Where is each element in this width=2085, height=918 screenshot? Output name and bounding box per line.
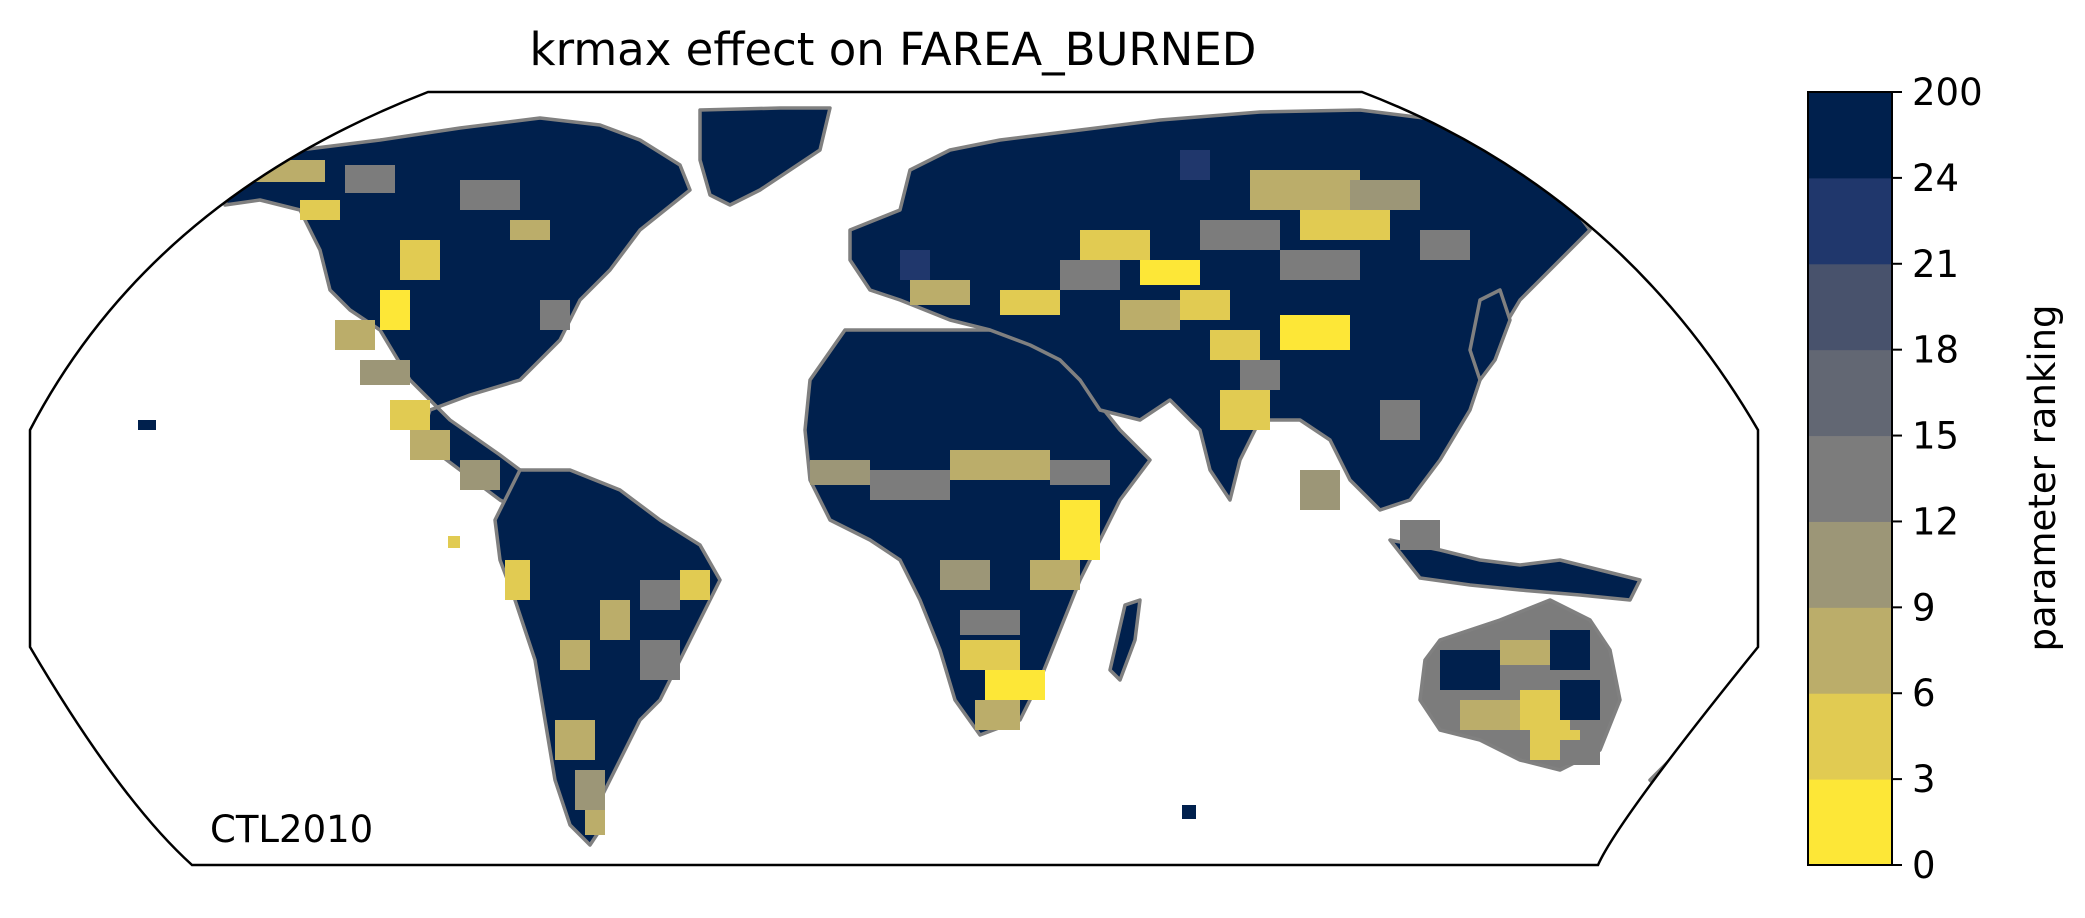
colorbar-segment [1808,607,1892,694]
colorbar-tick-label: 24 [1912,157,1959,200]
maritime-southeast-asia [1388,538,1642,602]
globe-outline [28,90,1760,867]
japan [1468,288,1512,382]
new-zealand [1648,733,1702,792]
colorbar-tick-label: 3 [1912,758,1936,801]
colorbar-tick-label: 6 [1912,672,1936,715]
rank-patches [255,150,1600,835]
pacific-island [1182,805,1196,819]
hawaii-island [138,420,156,430]
pacific-island [448,536,460,548]
colorbar-tick-label: 200 [1912,71,1983,114]
colorbar-tick-label: 15 [1912,415,1959,458]
colorbar-segment [1808,263,1892,351]
colorbar-tick-label: 12 [1912,500,1959,543]
map-title: krmax effect on FAREA_BURNED [530,23,1257,76]
map-panel: CTL2010 [28,90,1760,867]
colorbar-tick-label: 21 [1912,243,1959,286]
land-regions [223,106,1702,847]
madagascar [1108,598,1142,682]
colorbar-tick-label: 9 [1912,586,1936,629]
greenland [698,106,832,207]
colorbar-segment [1808,92,1892,179]
colorbar-label: parameter ranking [2021,304,2064,651]
colorbar-segment [1808,349,1892,437]
colorbar-segment [1808,693,1892,780]
colorbar-segment [1808,177,1892,265]
colorbar-segment [1808,435,1892,522]
run-label: CTL2010 [210,808,373,851]
colorbar-segment [1808,779,1892,866]
colorbar-tick-label: 0 [1912,844,1936,887]
colorbar-tick-label: 18 [1912,329,1959,372]
colorbar-segment [1808,521,1892,608]
colorbar: 0 3 6 9 12 15 18 21 24 200 [1807,71,1983,887]
colorbar-frame [1807,91,1893,866]
south-america [493,468,722,847]
